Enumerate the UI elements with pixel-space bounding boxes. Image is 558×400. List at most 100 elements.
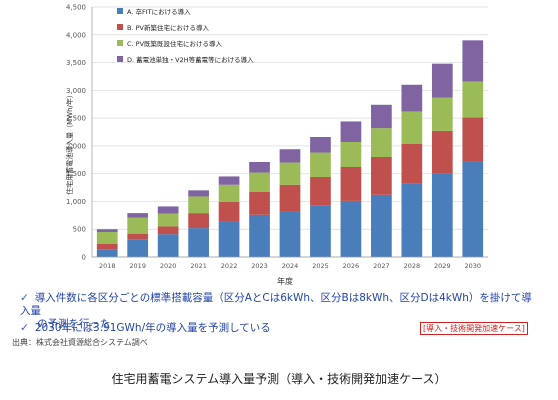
note-2: ✓ 2030年には3.91GWh/年の導入量を予測している	[20, 322, 271, 335]
bar-segment	[249, 192, 270, 215]
scenario-tag: [導入・技術開発加速ケース]	[420, 322, 528, 335]
bar-segment	[462, 81, 484, 118]
bar-segment	[188, 228, 209, 257]
legend-label: D. 蓄電池単独・V2H等蓄電等における導入	[127, 55, 254, 64]
y-tick-label: 3,500	[66, 59, 86, 67]
bar-segment	[401, 111, 423, 144]
bar-segment	[218, 221, 240, 257]
bar-segment	[340, 121, 362, 142]
x-tick-label: 2030	[464, 262, 481, 270]
bar-segment	[96, 249, 118, 257]
note-1-text-a: 導入件数に各区分ごとの標準搭載容量（区分AとCは6kWh、区分Bは8kWh、区分…	[20, 292, 532, 317]
legend-swatch	[117, 56, 123, 62]
x-tick-label: 2019	[129, 262, 146, 270]
bar-segment	[127, 233, 149, 240]
note-2-text: 2030年には3.91GWh/年の導入量を予測している	[34, 322, 271, 334]
x-tick-label: 2029	[434, 262, 451, 270]
y-tick-label: 1,000	[66, 198, 86, 206]
bar-segment	[127, 217, 149, 234]
x-tick-label: 2021	[190, 262, 207, 270]
bar-segment	[218, 176, 240, 185]
bar-segment	[431, 63, 453, 98]
y-tick-label: 2,000	[66, 142, 86, 150]
bar-segment	[218, 184, 240, 202]
x-tick-label: 2020	[160, 262, 177, 270]
x-tick-label: 2025	[312, 262, 329, 270]
y-axis: 0 500 1,000 1,500 2,000 2,500 3,000 3,500 4,000 4…	[66, 4, 93, 262]
bar-segment	[371, 104, 392, 129]
bar-segment	[462, 40, 484, 82]
bar-segment	[371, 128, 392, 157]
bar-segment	[310, 152, 331, 177]
bar-segment	[371, 157, 392, 195]
bar-segment	[96, 243, 118, 250]
bar-segment	[431, 173, 453, 257]
y-tick-label: 4,500	[66, 4, 86, 12]
check-icon: ✓	[20, 322, 29, 334]
bar-segment	[96, 232, 118, 244]
bar-segment	[371, 194, 392, 257]
bar-segment	[310, 205, 331, 257]
x-tick-label: 2028	[404, 262, 421, 270]
bar-segment	[340, 167, 362, 201]
x-tick-label: 2027	[373, 262, 390, 270]
bar-segment	[249, 172, 270, 192]
note-1: ✓ 導入件数に各区分ごとの標準搭載容量（区分AとCは6kWh、区分Bは8kWh、区…	[20, 292, 540, 331]
bar-segment	[96, 229, 118, 232]
bar-segment	[188, 190, 209, 197]
note-1-text-b: の予測を行った	[37, 318, 111, 330]
bar-segment	[401, 84, 423, 112]
bar-segment	[157, 206, 179, 214]
bar-segment	[279, 162, 301, 185]
figure-caption: 住宅用蓄電システム導入量予測（導入・技術開発加速ケース）	[111, 372, 447, 386]
y-tick-label: 500	[73, 226, 86, 234]
bar-segment	[218, 202, 240, 222]
y-tick-label: 3,000	[66, 87, 86, 95]
bar-segment	[340, 200, 362, 257]
bar-segment	[462, 117, 484, 162]
x-tick-label: 2018	[99, 262, 116, 270]
bar-segment	[431, 97, 453, 131]
bar-segment	[157, 234, 179, 257]
legend: A. 卒FITにおける導入 B. PV新築住宅における導入 C. PV既築既設住宅に…	[117, 7, 254, 64]
x-axis: 2018 2019 2020 2021 2022 2023 2024 2025 2026 2027…	[92, 256, 488, 270]
bar-segment	[310, 177, 331, 206]
bar-segment	[157, 226, 179, 235]
bar-segment	[401, 183, 423, 257]
bar-segment	[157, 213, 179, 227]
bar-segment	[401, 143, 423, 184]
check-icon: ✓	[20, 292, 29, 304]
bar-segment	[462, 161, 484, 257]
legend-swatch	[117, 40, 123, 46]
y-tick-label: 0	[82, 254, 86, 262]
bar-segment	[188, 213, 209, 229]
bar-segment	[249, 214, 270, 257]
legend-label: C. PV既築既設住宅における導入	[127, 39, 223, 48]
x-tick-label: 2023	[251, 262, 268, 270]
x-tick-label: 2026	[343, 262, 360, 270]
x-tick-label: 2022	[221, 262, 238, 270]
legend-swatch	[117, 24, 123, 30]
y-tick-label: 2,500	[66, 115, 86, 123]
bar-segment	[310, 137, 331, 153]
y-tick-label: 1,500	[66, 170, 86, 178]
bar-series	[96, 40, 484, 257]
bar-segment	[127, 213, 149, 218]
x-axis-label: 年度	[277, 276, 293, 286]
bar-segment	[340, 142, 362, 167]
source-note: 出典：株式会社資源総合システム調べ	[12, 338, 148, 347]
bar-segment	[431, 130, 453, 174]
legend-swatch	[117, 8, 123, 14]
legend-label: B. PV新築住宅における導入	[127, 23, 209, 32]
x-tick-label: 2024	[282, 262, 299, 270]
legend-label: A. 卒FITにおける導入	[127, 7, 191, 16]
stacked-bar-chart: 0 500 1,000 1,500 2,000 2,500 3,000 3,500 4,000 4…	[65, 4, 488, 286]
bar-segment	[127, 239, 149, 257]
y-axis-label: 住宅用蓄電池導入量（MWh/年）	[65, 91, 74, 195]
bar-segment	[249, 162, 270, 173]
bar-segment	[279, 149, 301, 163]
bar-segment	[188, 196, 209, 214]
bar-segment	[279, 184, 301, 212]
y-tick-label: 4,000	[66, 31, 86, 39]
bar-segment	[279, 211, 301, 257]
